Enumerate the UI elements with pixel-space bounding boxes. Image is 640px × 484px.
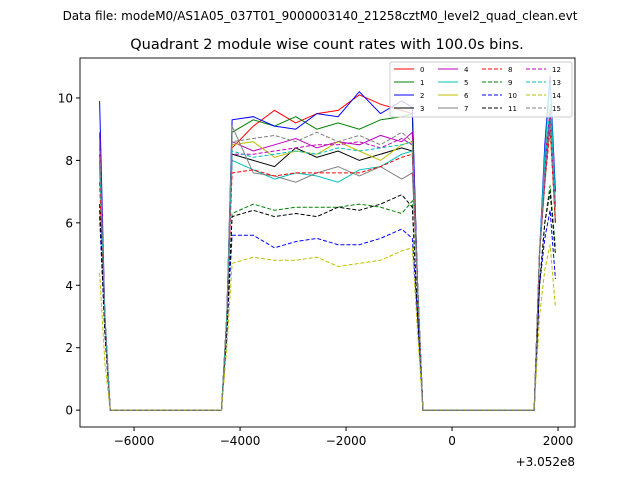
series-line-8 <box>99 129 556 411</box>
legend-label-2: 2 <box>420 92 424 100</box>
series-line-15 <box>99 122 556 411</box>
y-tick-label: 2 <box>65 341 73 355</box>
series-line-10 <box>99 210 556 411</box>
legend-label-15: 15 <box>552 105 561 113</box>
legend-label-14: 14 <box>552 92 561 100</box>
chart-title: Quadrant 2 module wise count rates with … <box>130 37 524 53</box>
y-tick-label: 0 <box>65 404 73 418</box>
legend-label-4: 4 <box>464 66 469 74</box>
series-line-12 <box>99 119 556 411</box>
legend-label-9: 9 <box>508 79 512 87</box>
legend-label-13: 13 <box>552 79 561 87</box>
legend-label-10: 10 <box>508 92 517 100</box>
x-axis: −6000 −4000 −2000 0 2000 <box>114 427 574 448</box>
y-axis: 0 2 4 6 8 10 <box>58 91 80 418</box>
y-tick-label: 6 <box>65 216 73 230</box>
series-line-3 <box>99 119 556 411</box>
series-line-5 <box>99 82 556 411</box>
legend-label-7: 7 <box>464 105 468 113</box>
x-offset-label: +3.052e8 <box>516 455 575 469</box>
y-tick-label: 8 <box>65 154 73 168</box>
x-tick-label: −2000 <box>326 434 367 448</box>
series-line-9 <box>99 185 556 411</box>
series-line-0 <box>99 94 556 411</box>
series-line-7 <box>99 119 556 411</box>
legend-label-8: 8 <box>508 66 512 74</box>
legend-label-6: 6 <box>464 92 469 100</box>
y-tick-label: 4 <box>65 279 73 293</box>
legend-label-5: 5 <box>464 79 468 87</box>
figure-suptitle: Data file: modeM0/AS1A05_037T01_90000031… <box>63 9 578 23</box>
x-tick-label: −4000 <box>220 434 261 448</box>
x-tick-label: 2000 <box>543 434 574 448</box>
legend-label-3: 3 <box>420 105 424 113</box>
plot-area <box>99 76 556 411</box>
series-line-14 <box>99 244 556 411</box>
legend-label-0: 0 <box>420 66 424 74</box>
y-tick-label: 10 <box>58 91 73 105</box>
x-tick-label: 0 <box>448 434 456 448</box>
series-line-4 <box>99 110 556 411</box>
x-tick-label: −6000 <box>114 434 155 448</box>
legend-box <box>389 61 573 118</box>
legend-label-1: 1 <box>420 79 424 87</box>
series-line-6 <box>99 129 556 411</box>
series-line-13 <box>99 104 556 411</box>
legend-label-12: 12 <box>552 66 561 74</box>
legend-label-11: 11 <box>508 105 517 113</box>
series-line-11 <box>99 191 556 411</box>
axes-frame <box>79 57 576 428</box>
